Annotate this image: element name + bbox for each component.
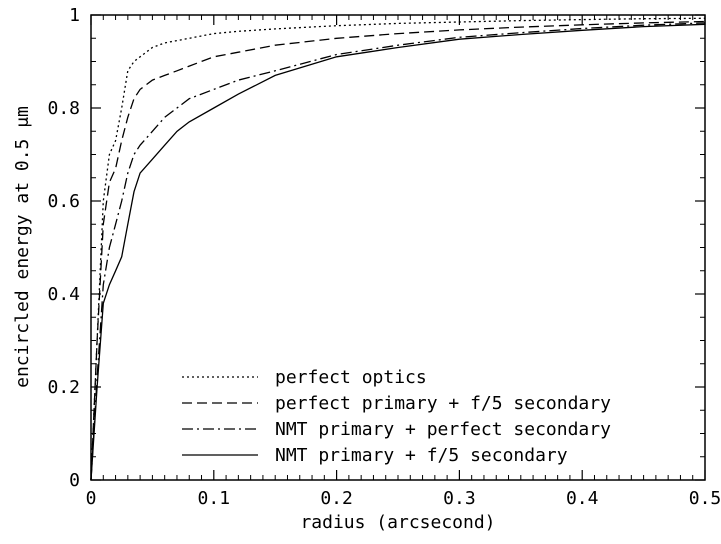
y-axis-title: encircled energy at 0.5 μm — [12, 106, 33, 388]
x-tick-label: 0.1 — [198, 488, 231, 509]
y-tick-label: 0.4 — [47, 284, 80, 305]
series-line-2 — [90, 20, 706, 481]
legend: perfect optics perfect primary + f/5 seco… — [182, 367, 611, 466]
x-tick-label: 0.5 — [689, 488, 721, 509]
axis-ticks — [90, 14, 706, 481]
y-tick-label: 0.6 — [47, 191, 80, 212]
y-tick-label: 0 — [69, 470, 80, 491]
legend-label-4: NMT primary + f/5 secondary — [275, 445, 568, 466]
x-tick-label: 0.4 — [566, 488, 599, 509]
legend-label-2: perfect primary + f/5 secondary — [275, 393, 611, 414]
x-tick-label: 0.3 — [443, 488, 476, 509]
x-tick-label: 0.2 — [320, 488, 353, 509]
series-lines — [90, 17, 706, 481]
x-axis-title: radius (arcsecond) — [300, 512, 495, 533]
series-line-4 — [90, 23, 706, 481]
y-tick-label: 1 — [69, 5, 80, 26]
legend-label-1: perfect optics — [275, 367, 427, 388]
axis-tick-labels: 0 0.1 0.2 0.3 0.4 0.5 0 0.2 0.4 0.6 0.8 1 — [47, 5, 721, 509]
x-tick-label: 0 — [86, 488, 97, 509]
series-line-1 — [90, 17, 706, 481]
y-tick-label: 0.2 — [47, 377, 80, 398]
series-line-3 — [90, 22, 706, 481]
legend-label-3: NMT primary + perfect secondary — [275, 419, 611, 440]
y-tick-label: 0.8 — [47, 98, 80, 119]
